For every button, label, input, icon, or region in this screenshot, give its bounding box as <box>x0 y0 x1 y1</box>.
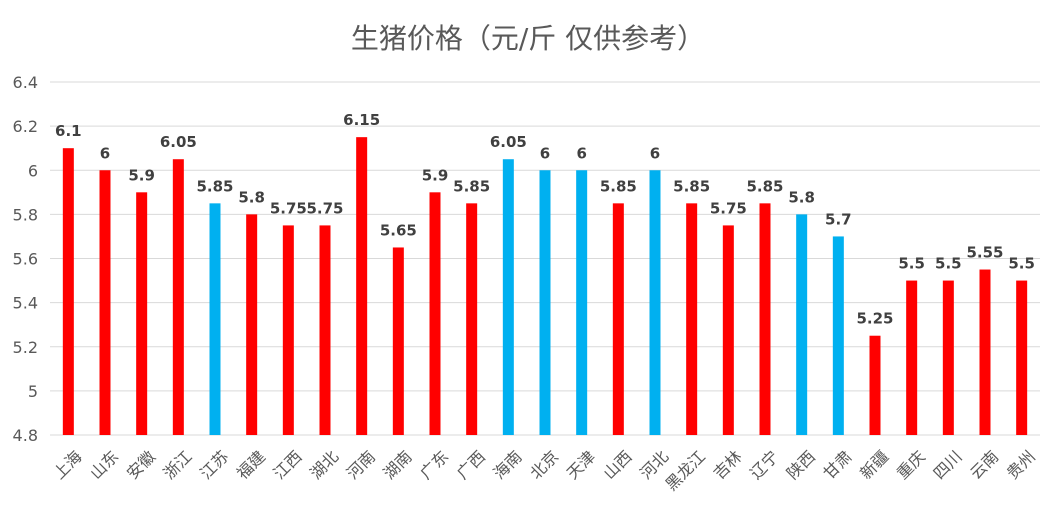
bar <box>722 225 734 435</box>
bar <box>209 203 221 435</box>
bar <box>612 203 624 435</box>
data-label: 5.85 <box>600 177 637 195</box>
bar <box>466 203 478 435</box>
x-tick-label: 广东 <box>416 447 452 483</box>
data-label: 6 <box>650 144 660 162</box>
data-label: 5.9 <box>422 166 449 184</box>
x-tick-label: 北京 <box>526 447 562 483</box>
data-label: 5.85 <box>196 177 233 195</box>
bars <box>62 137 1028 435</box>
data-label: 5.25 <box>856 310 893 328</box>
bar <box>429 192 441 435</box>
bar <box>979 269 991 435</box>
x-tick-label: 贵州 <box>1003 447 1039 483</box>
data-label: 5.75 <box>306 199 343 217</box>
y-tick-label: 5.2 <box>13 338 38 357</box>
data-label: 5.55 <box>966 244 1003 262</box>
x-tick-label: 湖北 <box>306 447 342 483</box>
x-tick-label: 河南 <box>343 447 379 483</box>
bar <box>1016 280 1028 435</box>
x-tick-label: 浙江 <box>160 447 196 483</box>
data-label: 5.85 <box>453 177 490 195</box>
x-tick-label: 江苏 <box>196 447 232 483</box>
data-label: 5.85 <box>746 177 783 195</box>
data-label: 5.7 <box>825 210 852 228</box>
x-axis-labels: 上海 山东 安徽 浙江 江苏 福建 江西 湖北 河南 湖南 广东 广西 海南 北京 天津 山西 河北黑龙江 吉林辽… <box>50 447 1039 494</box>
data-label: 6 <box>540 144 550 162</box>
x-tick-label: 天津 <box>563 447 599 483</box>
data-label: 5.5 <box>1008 255 1035 273</box>
x-tick-label: 山东 <box>86 447 122 483</box>
x-tick-label: 湖南 <box>380 447 416 483</box>
bar <box>906 280 918 435</box>
x-tick-label: 安徽 <box>123 447 159 483</box>
y-tick-label: 4.8 <box>13 426 38 445</box>
bar <box>686 203 698 435</box>
bar <box>869 335 881 435</box>
x-tick-label: 广西 <box>453 447 489 483</box>
x-tick-label: 辽宁 <box>746 447 782 483</box>
bar <box>282 225 294 435</box>
data-label: 5.75 <box>710 199 747 217</box>
bar <box>942 280 954 435</box>
data-label: 6.05 <box>490 133 527 151</box>
y-tick-label: 6.4 <box>13 73 38 92</box>
x-tick-label: 上海 <box>50 447 86 483</box>
bar <box>649 170 661 435</box>
data-label: 6.15 <box>343 111 380 129</box>
bar <box>796 214 808 435</box>
data-label: 5.5 <box>898 255 925 273</box>
bar <box>246 214 258 435</box>
data-label: 6.1 <box>55 122 82 140</box>
y-tick-label: 5.4 <box>13 294 38 313</box>
data-label: 6 <box>576 144 586 162</box>
bar <box>832 236 844 435</box>
x-tick-label: 四川 <box>930 447 966 483</box>
x-tick-label: 陕西 <box>783 447 819 483</box>
data-label: 6 <box>100 144 110 162</box>
bar <box>62 148 74 435</box>
bar <box>319 225 331 435</box>
bar <box>539 170 551 435</box>
x-tick-label: 重庆 <box>893 447 929 483</box>
x-tick-label: 吉林 <box>710 447 746 483</box>
data-label: 5.8 <box>238 188 265 206</box>
data-label: 5.5 <box>935 255 962 273</box>
bar <box>759 203 771 435</box>
x-tick-label: 海南 <box>490 447 526 483</box>
y-tick-label: 6.2 <box>13 117 38 136</box>
chart-title: 生猪价格（元/斤 仅供参考） <box>351 22 705 55</box>
bar <box>502 159 514 435</box>
data-label: 5.65 <box>380 221 417 239</box>
bar <box>172 159 184 435</box>
y-tick-label: 5.6 <box>13 250 38 269</box>
data-labels: 6.165.96.055.855.85.75 5.756.155.655.95.8… <box>55 111 1035 328</box>
x-tick-label: 新疆 <box>856 447 892 483</box>
y-tick-label: 5 <box>28 382 38 401</box>
y-tick-label: 5.8 <box>13 205 38 224</box>
x-tick-label: 甘肃 <box>820 447 856 483</box>
x-tick-label: 山西 <box>600 447 636 483</box>
data-label: 5.75 <box>270 199 307 217</box>
data-label: 5.85 <box>673 177 710 195</box>
data-label: 5.9 <box>128 166 155 184</box>
bar <box>356 137 368 435</box>
bar <box>99 170 111 435</box>
bar <box>392 247 404 435</box>
x-tick-label: 黑龙江 <box>662 447 709 494</box>
bar <box>576 170 588 435</box>
data-label: 5.8 <box>788 188 815 206</box>
y-tick-label: 6 <box>28 161 38 180</box>
x-tick-label: 江西 <box>270 447 306 483</box>
y-axis-ticks: 4.8 5 5.2 5.4 5.6 5.8 6 6.2 6.4 <box>13 73 38 445</box>
bar <box>136 192 148 435</box>
data-label: 6.05 <box>160 133 197 151</box>
x-tick-label: 福建 <box>233 447 269 483</box>
x-tick-label: 云南 <box>966 447 1002 483</box>
